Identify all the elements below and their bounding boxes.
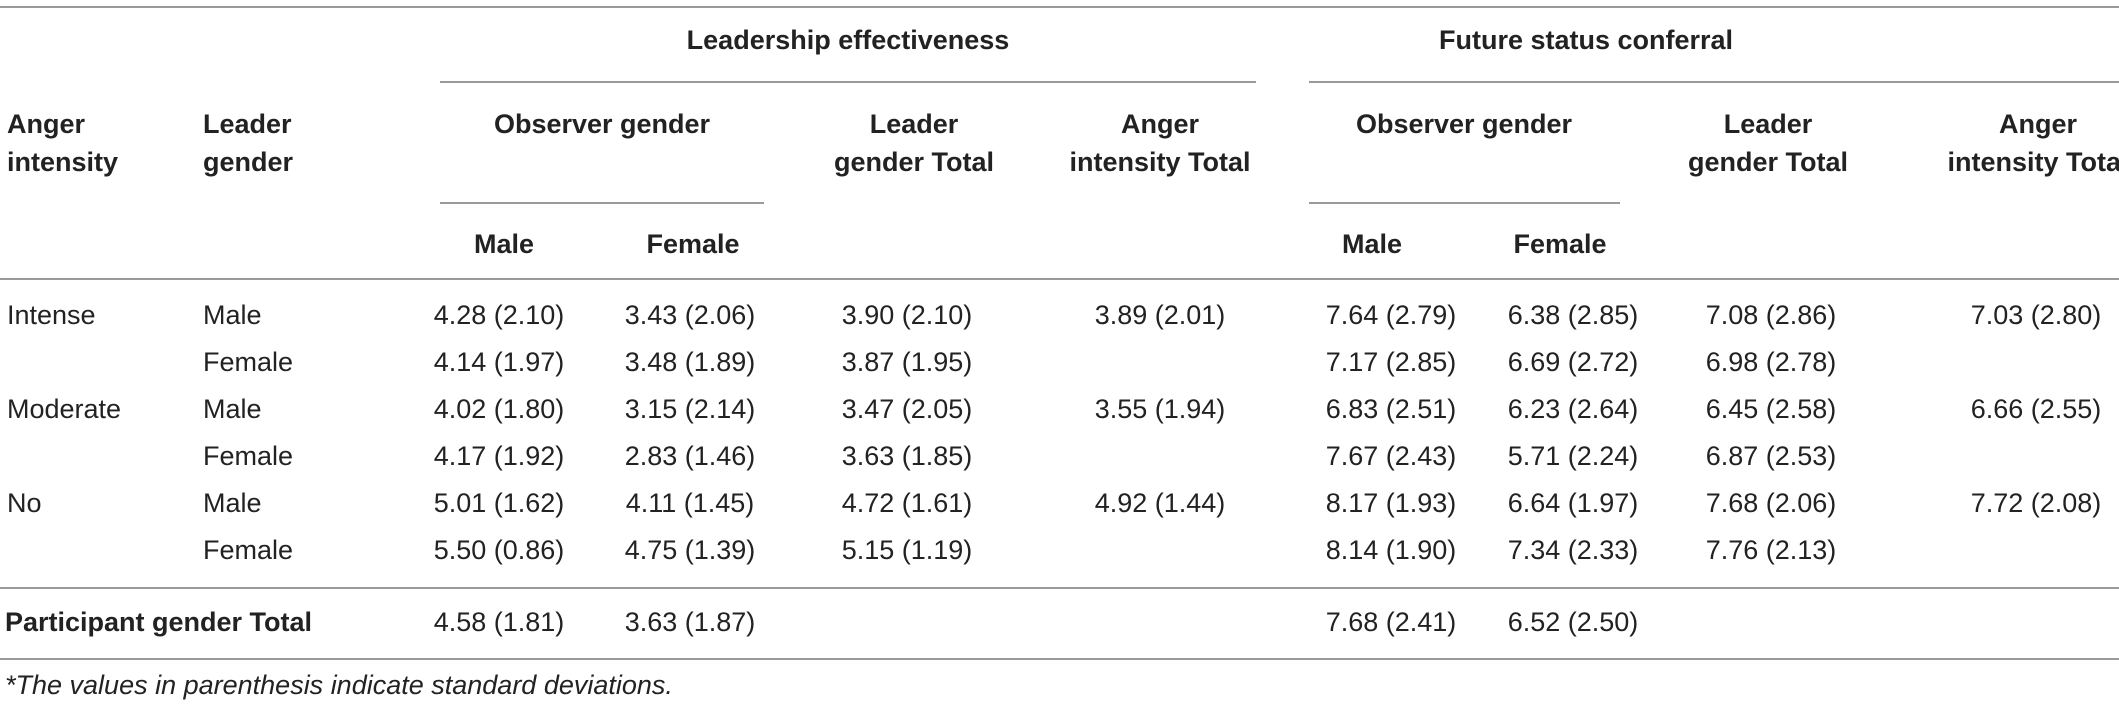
cell-le-anger-intensity-total: 3.55 (1.94) bbox=[1094, 394, 1226, 424]
table-footnote: *The values in parenthesis indicate stan… bbox=[5, 670, 673, 700]
cell-fs-leader-gender-total: 6.98 (2.78) bbox=[1705, 347, 1837, 377]
cell-le-female: 3.43 (2.06) bbox=[624, 300, 756, 330]
col-header-leader-total-1-line2: gender Total bbox=[833, 147, 995, 177]
col-header-leader-total-2-line2: gender Total bbox=[1687, 147, 1849, 177]
cell-fs-male: 6.83 (2.51) bbox=[1325, 394, 1457, 424]
cell-fs-leader-gender-total: 6.45 (2.58) bbox=[1705, 394, 1837, 424]
cell-fs-leader-gender-total: 7.68 (2.06) bbox=[1705, 488, 1837, 518]
observer1-rule bbox=[440, 202, 764, 204]
cell-fs-female: 7.34 (2.33) bbox=[1507, 535, 1639, 565]
col-header-anger-total-1-line2: intensity Total bbox=[1069, 147, 1251, 177]
cell-fs-male: 7.17 (2.85) bbox=[1325, 347, 1457, 377]
cell-fs-male: 7.64 (2.79) bbox=[1325, 300, 1457, 330]
cell-le-leader-gender-total: 3.63 (1.85) bbox=[841, 441, 973, 471]
cell-leader-gender: Female bbox=[203, 535, 294, 565]
cell-le-female: 3.48 (1.89) bbox=[624, 347, 756, 377]
cell-leader-gender: Female bbox=[203, 347, 294, 377]
cell-fs-anger-intensity-total: 6.66 (2.55) bbox=[1970, 394, 2102, 424]
cell-leader-gender: Male bbox=[203, 394, 262, 424]
cell-anger-intensity: Intense bbox=[7, 300, 96, 330]
cell-fs-anger-intensity-total: 7.03 (2.80) bbox=[1970, 300, 2102, 330]
cell-fs-male: 8.17 (1.93) bbox=[1325, 488, 1457, 518]
total-le-male: 4.58 (1.81) bbox=[433, 607, 565, 637]
header-bottom-rule bbox=[0, 278, 2119, 280]
cell-le-male: 4.28 (2.10) bbox=[433, 300, 565, 330]
cell-fs-leader-gender-total: 7.08 (2.86) bbox=[1705, 300, 1837, 330]
cell-le-female: 2.83 (1.46) bbox=[624, 441, 756, 471]
top-rule bbox=[0, 6, 2119, 8]
cell-le-leader-gender-total: 4.72 (1.61) bbox=[841, 488, 973, 518]
cell-fs-leader-gender-total: 7.76 (2.13) bbox=[1705, 535, 1837, 565]
total-fs-male: 7.68 (2.41) bbox=[1325, 607, 1457, 637]
col-header-male-2: Male bbox=[1341, 229, 1403, 259]
cell-anger-intensity: No bbox=[7, 488, 42, 518]
col-header-anger-total-2-line2: intensity Total bbox=[1947, 147, 2119, 177]
cell-le-leader-gender-total: 3.90 (2.10) bbox=[841, 300, 973, 330]
col-header-observer-gender-1: Observer gender bbox=[493, 109, 711, 139]
cell-anger-intensity: Moderate bbox=[7, 394, 122, 424]
cell-fs-female: 6.69 (2.72) bbox=[1507, 347, 1639, 377]
col-header-female-2: Female bbox=[1513, 229, 1607, 259]
cell-le-female: 4.75 (1.39) bbox=[624, 535, 756, 565]
col-header-anger-line1: Anger bbox=[7, 109, 86, 139]
table-bottom-rule bbox=[0, 658, 2119, 660]
cell-le-male: 5.01 (1.62) bbox=[433, 488, 565, 518]
cell-le-female: 4.11 (1.45) bbox=[625, 488, 755, 518]
cell-fs-leader-gender-total: 6.87 (2.53) bbox=[1705, 441, 1837, 471]
col-header-observer-gender-2: Observer gender bbox=[1355, 109, 1573, 139]
body-bottom-rule bbox=[0, 587, 2119, 589]
cell-le-female: 3.15 (2.14) bbox=[624, 394, 756, 424]
cell-fs-female: 6.23 (2.64) bbox=[1507, 394, 1639, 424]
col-header-leader-line2: gender bbox=[203, 147, 294, 177]
col-header-leader-total-1-line1: Leader bbox=[869, 109, 959, 139]
group-header-leadership: Leadership effectiveness bbox=[686, 25, 1010, 55]
cell-le-male: 5.50 (0.86) bbox=[433, 535, 565, 565]
cell-leader-gender: Male bbox=[203, 300, 262, 330]
col-header-male-1: Male bbox=[473, 229, 535, 259]
col-header-female-1: Female bbox=[646, 229, 740, 259]
cell-fs-anger-intensity-total: 7.72 (2.08) bbox=[1970, 488, 2102, 518]
cell-le-male: 4.02 (1.80) bbox=[433, 394, 565, 424]
group1-rule bbox=[440, 81, 1256, 83]
col-header-leader-total-2-line1: Leader bbox=[1723, 109, 1813, 139]
cell-le-male: 4.14 (1.97) bbox=[433, 347, 565, 377]
cell-fs-male: 7.67 (2.43) bbox=[1325, 441, 1457, 471]
cell-le-male: 4.17 (1.92) bbox=[433, 441, 565, 471]
cell-fs-male: 8.14 (1.90) bbox=[1325, 535, 1457, 565]
group-header-status: Future status conferral bbox=[1438, 25, 1734, 55]
col-header-anger-total-1-line1: Anger bbox=[1120, 109, 1200, 139]
cell-fs-female: 6.38 (2.85) bbox=[1507, 300, 1639, 330]
cell-leader-gender: Male bbox=[203, 488, 262, 518]
total-le-female: 3.63 (1.87) bbox=[624, 607, 756, 637]
total-fs-female: 6.52 (2.50) bbox=[1507, 607, 1639, 637]
group2-rule bbox=[1309, 81, 2119, 83]
col-header-anger-line2: intensity bbox=[7, 147, 119, 177]
cell-le-leader-gender-total: 3.47 (2.05) bbox=[841, 394, 973, 424]
cell-leader-gender: Female bbox=[203, 441, 294, 471]
cell-le-leader-gender-total: 5.15 (1.19) bbox=[841, 535, 973, 565]
observer2-rule bbox=[1309, 202, 1620, 204]
cell-le-anger-intensity-total: 4.92 (1.44) bbox=[1094, 488, 1226, 518]
col-header-leader-line1: Leader bbox=[203, 109, 292, 139]
cell-fs-female: 6.64 (1.97) bbox=[1507, 488, 1639, 518]
col-header-anger-total-2-line1: Anger bbox=[1998, 109, 2078, 139]
cell-le-anger-intensity-total: 3.89 (2.01) bbox=[1094, 300, 1226, 330]
total-row-label: Participant gender Total bbox=[5, 607, 313, 637]
cell-le-leader-gender-total: 3.87 (1.95) bbox=[841, 347, 973, 377]
cell-fs-female: 5.71 (2.24) bbox=[1507, 441, 1639, 471]
